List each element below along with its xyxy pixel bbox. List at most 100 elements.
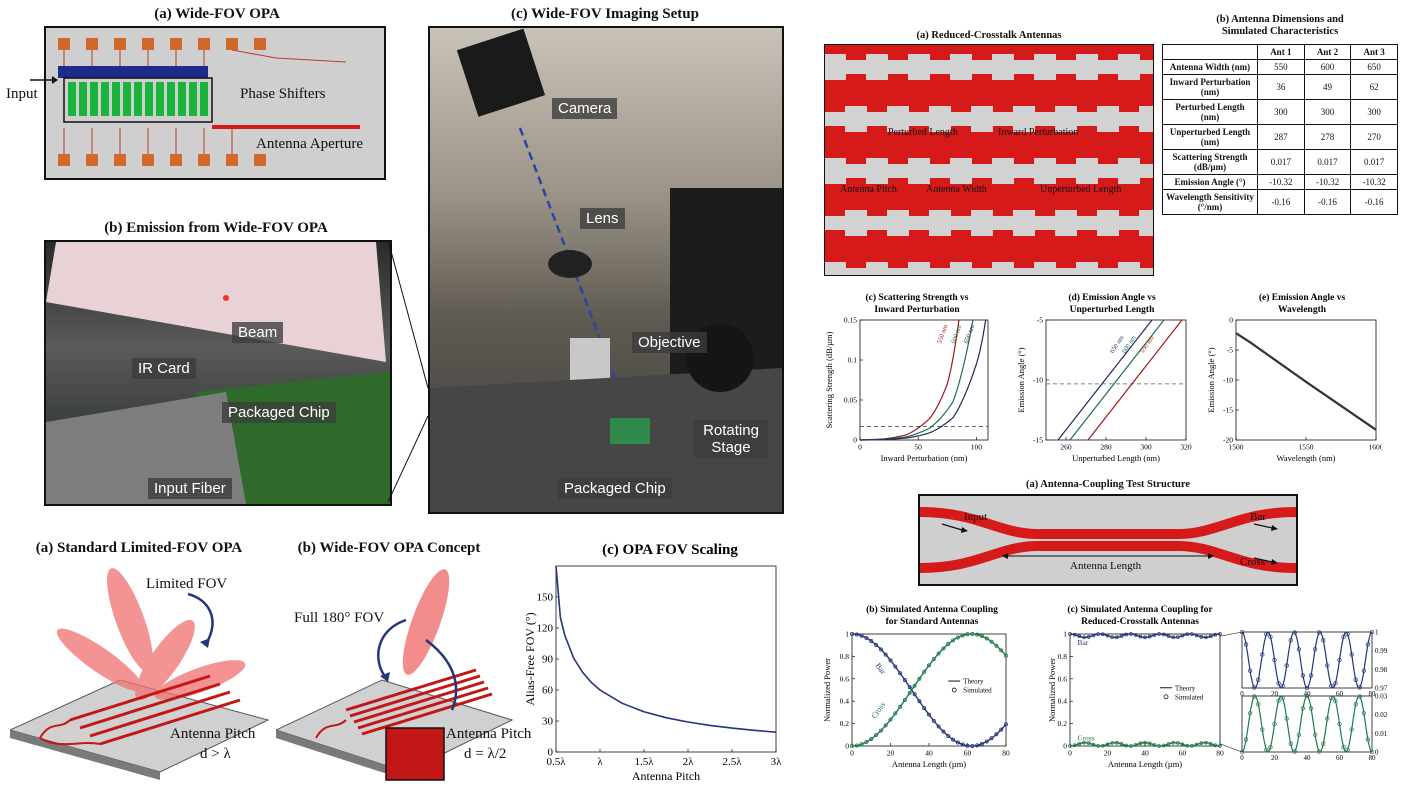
simulated-point	[864, 740, 869, 745]
simulated-point	[1166, 634, 1171, 638]
simulated-point	[1068, 744, 1072, 748]
simulated-point	[912, 683, 917, 688]
inset-simulated-point	[1276, 681, 1281, 686]
antenna-perturbation	[1076, 262, 1098, 276]
inset-simulated-point	[1272, 721, 1277, 727]
simulated-point	[1138, 741, 1143, 746]
simulated-point	[893, 711, 898, 716]
simulated-point	[1124, 632, 1129, 637]
input-fiber-tag: Input Fiber	[148, 478, 232, 499]
antenna-width-label: Antenna Width	[926, 184, 987, 195]
x-tick-label: 3λ	[771, 756, 783, 768]
inset-simulated-point	[1292, 630, 1297, 635]
coupling-input-label: Input	[964, 511, 988, 523]
table-row: Wavelength Sensitivity (°/nm) -0.16 -0.16-…	[1162, 189, 1398, 215]
antenna-perturbation	[887, 106, 909, 132]
simulated-point	[874, 642, 879, 647]
simulated-point	[965, 632, 970, 637]
table-cell: -10.32	[1257, 174, 1305, 190]
y-tick-label: 150	[537, 592, 554, 604]
x-tick-label: 280	[1100, 443, 1112, 452]
inset-simulated-point	[1345, 631, 1350, 637]
chart-title: Inward Perturbation	[874, 305, 960, 315]
simulated-point	[1157, 632, 1161, 636]
table-row-header: Scattering Strength (dB/µm)	[1162, 149, 1258, 175]
zoom-connector-lines	[388, 240, 428, 503]
simulated-point	[984, 739, 989, 744]
y-tick-label: 30	[542, 716, 554, 728]
simulated-point	[917, 699, 922, 704]
lens-tag: Lens	[580, 208, 625, 229]
simulated-point	[859, 742, 864, 747]
inset-simulated-point	[1325, 716, 1330, 721]
simulated-point	[849, 631, 854, 636]
series-label: 650 nm	[963, 324, 976, 345]
simulated-point	[869, 736, 874, 741]
legend-label: Theory	[963, 678, 984, 686]
y-tick-label: -10	[1223, 376, 1233, 385]
simulated-point	[941, 646, 946, 651]
table-cell: 278	[1303, 124, 1352, 150]
simulated-point	[1003, 653, 1008, 658]
x-tick-label: 40	[925, 749, 933, 758]
chart-title: (c) Scattering Strength vs	[866, 292, 969, 303]
x-axis-label: Antenna Length (µm)	[892, 759, 966, 769]
antenna-gap	[824, 268, 1154, 276]
simulated-point	[907, 690, 912, 695]
antenna-perturbation	[866, 158, 888, 184]
simulated-point	[1152, 633, 1157, 637]
inset-simulated-point	[1300, 706, 1306, 711]
y-tick-label: 0	[1229, 316, 1233, 325]
simulated-point	[898, 671, 903, 676]
simulated-point	[1180, 633, 1185, 638]
antenna-pitch-label: Antenna Pitch	[840, 184, 897, 195]
antenna-perturbation	[1097, 210, 1119, 236]
table-row-header: Inward Perturbation (nm)	[1162, 74, 1258, 100]
chart-title: (c) OPA FOV Scaling	[602, 542, 738, 558]
simulated-point	[1204, 635, 1208, 640]
inset-x-tick-label: 0	[1240, 754, 1244, 762]
table-row-header: Antenna Width (nm)	[1162, 59, 1258, 75]
simulated-point	[874, 733, 879, 738]
x-axis-label: Antenna Length (µm)	[1108, 759, 1182, 769]
legend-label: Simulated	[963, 687, 992, 695]
inset-simulated-point	[1243, 737, 1249, 742]
antenna-perturbation	[950, 158, 972, 184]
simulated-point	[1166, 742, 1171, 746]
simulated-point	[849, 743, 854, 748]
inset-connector	[1219, 631, 1243, 637]
simulated-point	[1086, 741, 1091, 745]
inset-simulated-point	[1288, 638, 1293, 643]
inset-x-tick-label: 20	[1271, 690, 1279, 698]
simulated-point	[1105, 742, 1110, 747]
y-tick-label: -5	[1037, 316, 1043, 325]
simulated-point	[878, 647, 883, 652]
inset-y-tick-label: 0.03	[1375, 693, 1388, 701]
simulated-point	[1143, 740, 1147, 745]
table-row: Scattering Strength (dB/µm) 0.017 0.017 0.0…	[1162, 149, 1398, 175]
x-tick-label: 100	[971, 443, 983, 452]
antenna-length-label: Antenna Length	[1070, 560, 1142, 572]
chart-title: for Standard Antennas	[886, 617, 979, 627]
antenna-perturbation	[1139, 106, 1154, 132]
simulated-point	[1068, 632, 1072, 636]
inset-y-tick-label: 0.98	[1375, 666, 1388, 674]
antenna-perturbation	[1118, 262, 1140, 276]
inset-simulated-point	[1243, 642, 1249, 647]
reduced-crosstalk-title: (a) Reduced-Crosstalk Antennas	[916, 30, 1062, 41]
legend-label: Theory	[1175, 684, 1196, 692]
table-cell: -0.16	[1303, 189, 1352, 215]
simulated-point	[864, 635, 869, 640]
series-line	[1087, 319, 1183, 441]
simulated-point	[1175, 635, 1180, 639]
table-row-header: Emission Angle (°)	[1162, 174, 1258, 190]
inset-simulated-point	[1349, 652, 1354, 657]
inset-x-tick-label: 0	[1240, 690, 1244, 698]
simulated-point	[859, 633, 864, 638]
inset-simulated-point	[1365, 737, 1371, 742]
coupling-standard-chart: (b) Simulated Antenna Coupling for Standa…	[822, 604, 1010, 769]
x-axis-label: Wavelength (nm)	[1276, 453, 1335, 463]
antenna-perturbation	[1139, 210, 1154, 236]
y-axis-label: Normalized Power	[822, 658, 832, 722]
simulated-point	[1147, 634, 1152, 639]
